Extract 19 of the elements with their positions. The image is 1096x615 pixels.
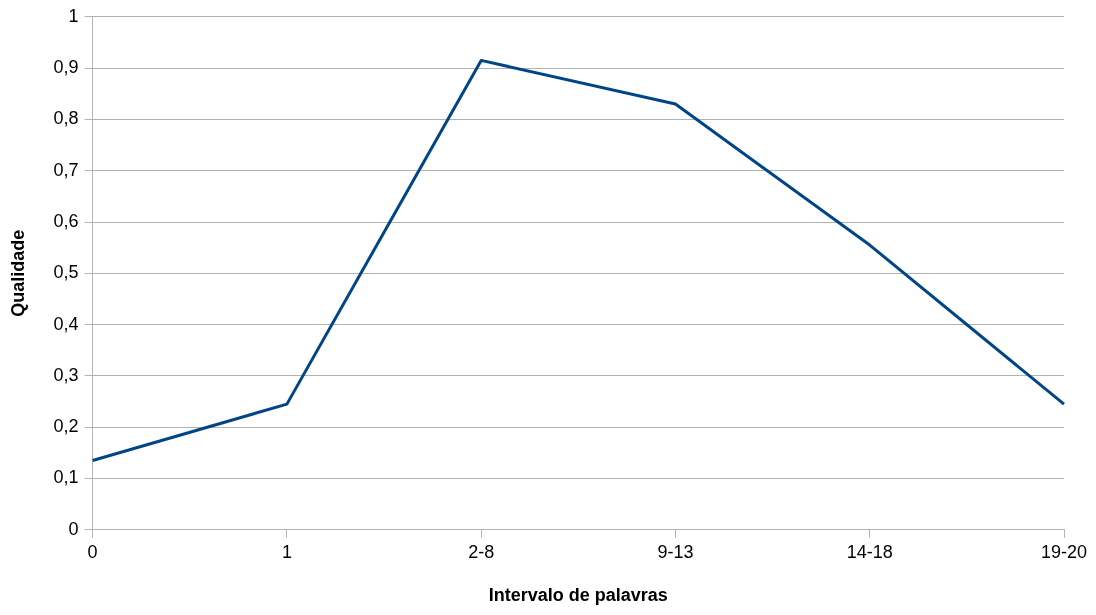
x-tick-label: 1 (281, 541, 292, 562)
x-tick-label: 14-18 (846, 541, 893, 562)
y-tick-label: 0,2 (53, 416, 79, 437)
y-tick-label: 0,7 (53, 159, 79, 180)
y-tick-label: 0,9 (53, 57, 79, 78)
x-axis-title: Intervalo de palavras (488, 585, 668, 606)
y-axis-title: Qualidade (7, 229, 28, 317)
x-tick-label: 9-13 (657, 541, 694, 562)
y-tick-label: 0,1 (53, 467, 79, 488)
y-tick-label: 1 (68, 5, 79, 26)
y-tick-label: 0,3 (53, 364, 79, 385)
y-tick-label: 0,5 (53, 262, 79, 283)
y-tick-label: 0,8 (53, 108, 79, 129)
x-tick-label: 2-8 (468, 541, 495, 562)
y-tick-label: 0,4 (53, 313, 79, 334)
x-tick-label: 0 (87, 541, 98, 562)
y-tick-label: 0 (68, 518, 79, 539)
x-tick-label: 19-20 (1040, 541, 1088, 562)
y-tick-label: 0,6 (53, 210, 79, 231)
